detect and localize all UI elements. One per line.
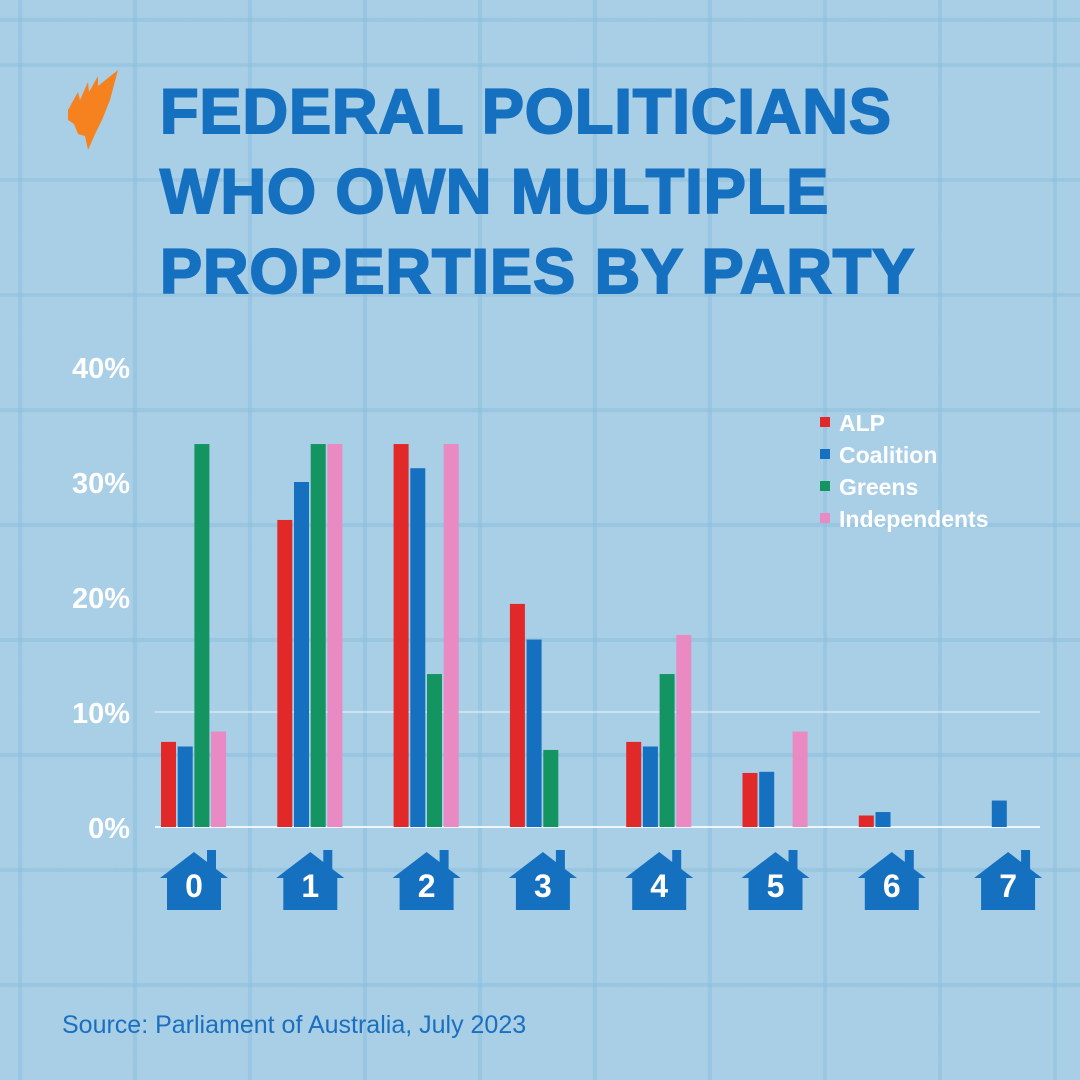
bar-greens-0 (194, 444, 210, 827)
y-tick-label: 20% (72, 583, 130, 615)
house-icon: 0 (160, 850, 228, 910)
legend-swatch-greens (820, 481, 830, 491)
house-number-label: 1 (301, 868, 319, 904)
bar-coalition-0 (177, 746, 193, 827)
house-number-label: 2 (418, 868, 436, 904)
bar-independents-5 (792, 731, 808, 827)
y-tick-label: 30% (72, 468, 130, 500)
bar-greens-1 (310, 444, 326, 827)
house-icon: 1 (276, 850, 345, 910)
bar-coalition-1 (294, 482, 309, 827)
house-number-label: 3 (534, 868, 552, 904)
bar-independents-4 (676, 634, 692, 827)
legend-label: Independents (839, 506, 989, 532)
house-icon: 3 (508, 850, 577, 910)
legend-swatch-alp (820, 417, 830, 427)
chart-title: FEDERAL POLITICIANS WHO OWN MULTIPLE PRO… (159, 72, 916, 312)
house-icon: 7 (974, 850, 1043, 910)
bar-alp-5 (742, 772, 758, 827)
bar-greens-2 (427, 674, 442, 827)
bar-coalition-3 (526, 639, 542, 827)
bar-coalition-2 (410, 468, 426, 827)
bar-alp-3 (509, 603, 525, 827)
bar-alp-4 (626, 741, 642, 827)
bar-coalition-4 (642, 746, 658, 827)
house-shape (625, 850, 694, 910)
house-icon: 5 (741, 850, 810, 910)
title-line: PROPERTIES BY PARTY (159, 236, 916, 308)
house-shape (741, 850, 810, 910)
bar-alp-6 (858, 815, 874, 827)
legend-swatch-independents (820, 513, 830, 523)
y-tick-label: 40% (72, 353, 130, 385)
legend-label: Greens (839, 474, 918, 500)
bar-independents-2 (443, 444, 459, 827)
bar-alp-0 (161, 741, 176, 827)
bar-independents-0 (211, 731, 227, 827)
sbs-logo (68, 70, 118, 150)
house-shape (857, 850, 926, 910)
house-shape (160, 850, 228, 910)
house-shape (508, 850, 577, 910)
bar-alp-1 (277, 519, 293, 827)
bar-independents-1 (327, 444, 343, 827)
house-icon: 4 (625, 850, 694, 910)
bar-greens-4 (659, 674, 675, 827)
legend-label: ALP (839, 410, 885, 436)
bar-alp-2 (393, 444, 409, 827)
house-number-label: 0 (185, 868, 203, 904)
legend-swatch-coalition (820, 449, 830, 459)
bar-coalition-7 (991, 800, 1007, 827)
y-tick-label: 10% (72, 698, 130, 730)
bar-greens-3 (543, 749, 559, 827)
house-shape (392, 850, 461, 910)
bar-coalition-5 (759, 771, 775, 827)
house-shape (276, 850, 345, 910)
legend-label: Coalition (839, 442, 937, 468)
house-icon: 2 (392, 850, 461, 910)
y-tick-label: 0% (88, 813, 130, 845)
house-number-label: 6 (883, 868, 901, 904)
house-shape (974, 850, 1043, 910)
house-number-label: 4 (650, 868, 668, 904)
title-line: FEDERAL POLITICIANS (159, 76, 892, 148)
house-number-label: 5 (767, 868, 785, 904)
title-line: WHO OWN MULTIPLE (159, 156, 830, 228)
bar-coalition-6 (875, 812, 891, 827)
house-icon: 6 (857, 850, 926, 910)
source-note: Source: Parliament of Australia, July 20… (62, 1011, 527, 1039)
house-number-label: 7 (999, 868, 1017, 904)
